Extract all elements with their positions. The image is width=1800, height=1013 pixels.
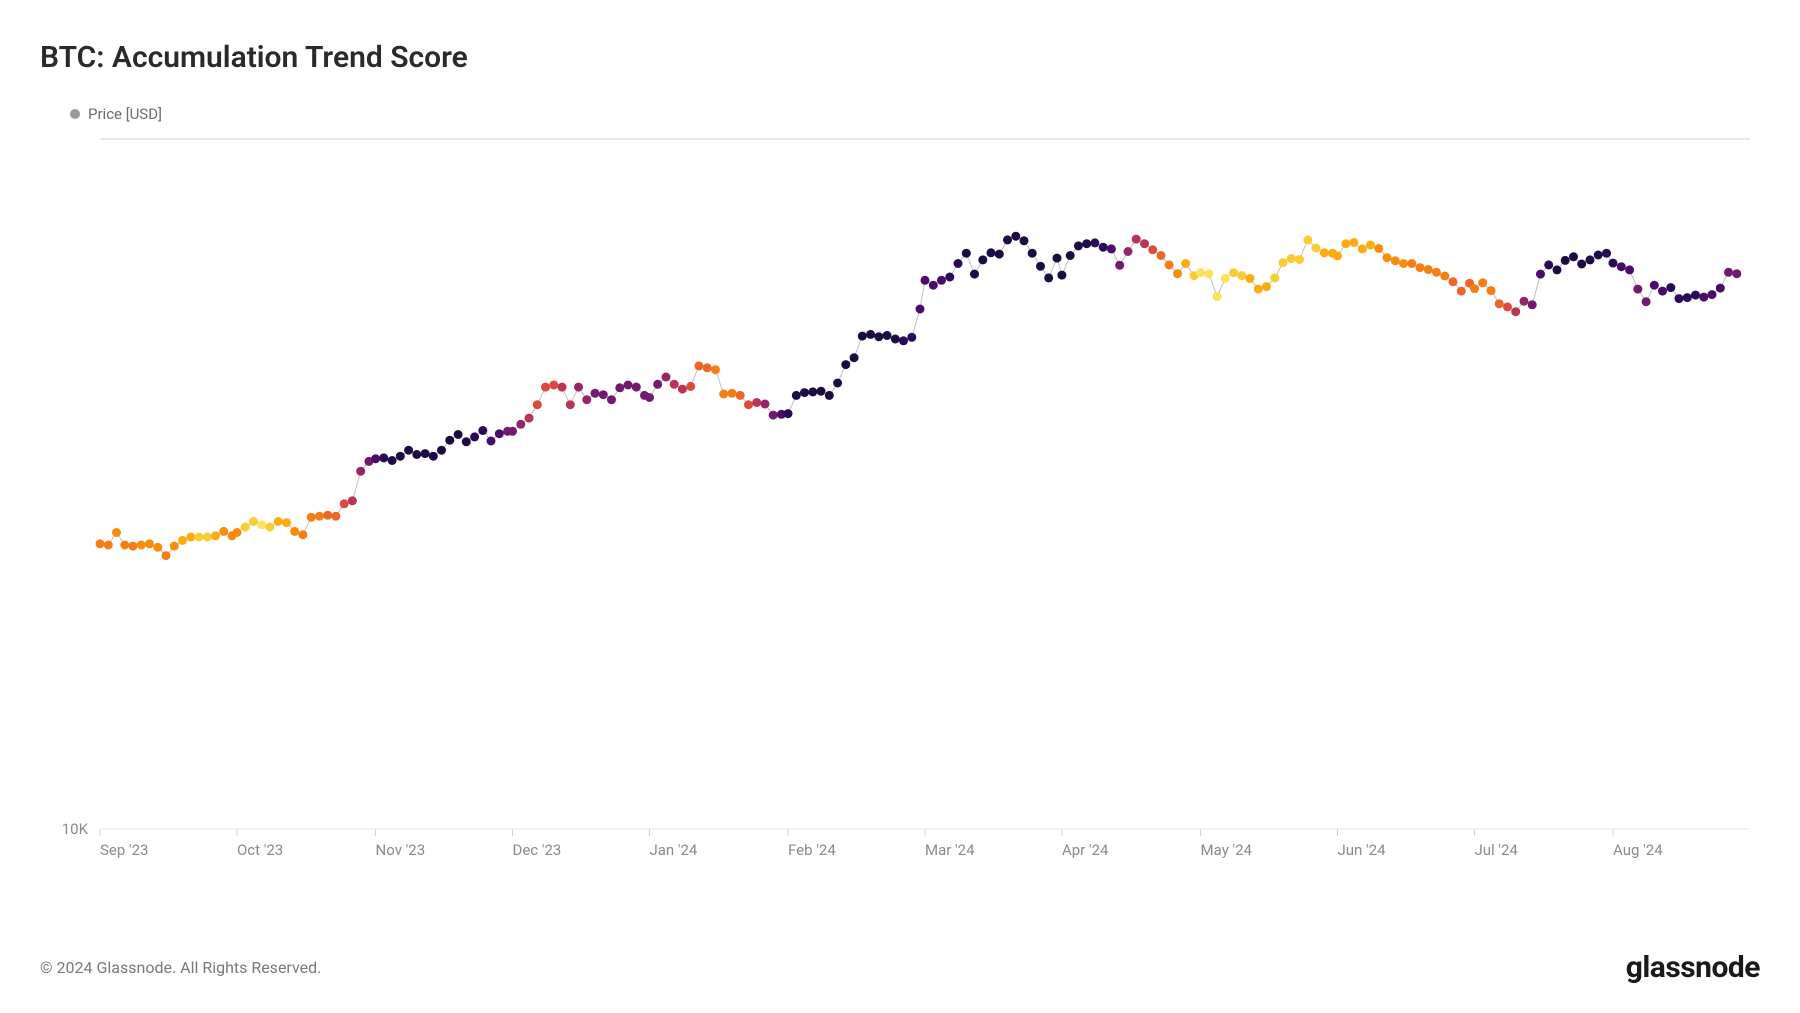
svg-text:Jun '24: Jun '24	[1338, 841, 1387, 859]
svg-text:10K: 10K	[62, 820, 89, 838]
svg-text:Jan '24: Jan '24	[649, 841, 697, 859]
chart-svg: Sep '23 Oct '23 Nov '23 Dec '23 Jan '24 Feb '…	[40, 129, 1760, 889]
svg-text:Dec '23: Dec '23	[513, 841, 562, 859]
brand-logo: glassnode	[1626, 950, 1760, 985]
legend-dot-icon	[70, 109, 80, 119]
copyright-text: © 2024 Glassnode. All Rights Reserved.	[40, 958, 321, 977]
legend-label: Price [USD]	[88, 105, 162, 123]
chart-title: BTC: Accumulation Trend Score	[40, 40, 1760, 75]
svg-text:Nov '23: Nov '23	[376, 841, 426, 859]
svg-text:Aug '24: Aug '24	[1613, 841, 1663, 859]
chart-area: Sep '23Oct '23Nov '23Dec '23Jan '24Feb '…	[40, 129, 1760, 849]
legend: Price [USD]	[70, 105, 1760, 123]
svg-text:Apr '24: Apr '24	[1062, 841, 1109, 859]
svg-text:Mar '24: Mar '24	[925, 841, 975, 859]
svg-text:May '24: May '24	[1201, 841, 1253, 859]
svg-text:Oct '23: Oct '23	[237, 841, 283, 859]
svg-text:Feb '24: Feb '24	[788, 841, 836, 859]
svg-text:Sep '23: Sep '23	[100, 841, 149, 859]
svg-text:Jul '24: Jul '24	[1474, 841, 1518, 859]
